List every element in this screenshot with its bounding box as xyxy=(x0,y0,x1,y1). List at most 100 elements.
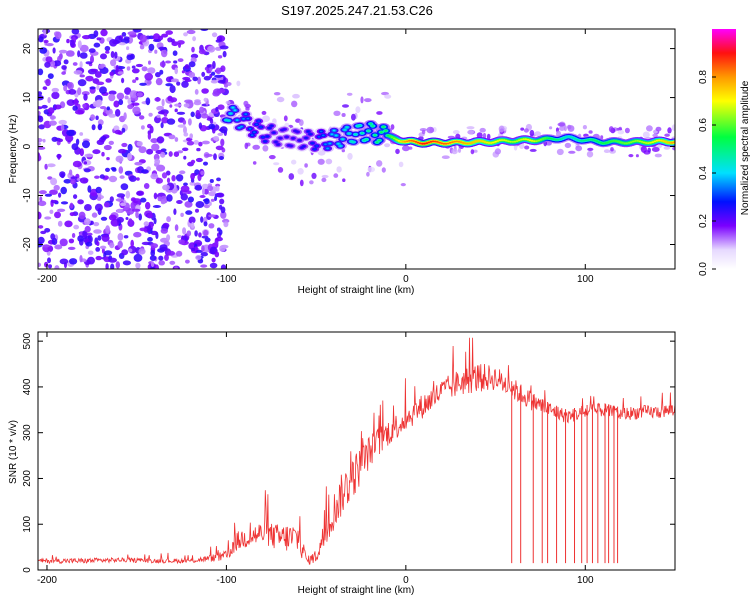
heatmap-noise-cell xyxy=(138,213,142,221)
heatmap-noise-cell xyxy=(136,177,140,181)
heatmap-scatter-cell xyxy=(291,159,297,165)
heatmap-ridge-cell xyxy=(289,145,293,147)
heatmap-scatter-cell xyxy=(317,158,325,165)
heatmap-ridge-cell xyxy=(377,139,381,142)
heatmap-ridge-cell xyxy=(261,136,265,139)
heatmap-ridge-cell xyxy=(298,139,301,142)
heatmap-ridge-cell xyxy=(461,142,465,144)
heatmap-noise-cell xyxy=(126,46,130,51)
heatmap-noise-cell xyxy=(51,87,59,93)
heatmap-noise-cell xyxy=(141,66,148,72)
heatmap-noise-cell xyxy=(101,234,110,242)
heatmap-noise-cell xyxy=(125,190,131,199)
heatmap-ridge-cell xyxy=(599,142,603,144)
heatmap-noise-cell xyxy=(169,260,176,265)
x-tick-label: -100 xyxy=(216,274,236,285)
heatmap-ridge-cell xyxy=(287,144,291,147)
heatmap-noise-cell xyxy=(177,58,184,62)
heatmap-ridge-cell xyxy=(526,138,530,141)
heatmap-ridge-cell xyxy=(248,127,252,130)
y-tick-label: 0 xyxy=(22,567,33,573)
heatmap-ridge-cell xyxy=(405,140,409,143)
heatmap-scatter-cell xyxy=(452,130,460,135)
heatmap-noise-cell xyxy=(70,178,76,185)
heatmap-noise-cell xyxy=(154,49,158,54)
snr-panel: -200 -100 0 100 0 100 200 300 400 500 Height of … xyxy=(8,331,676,596)
heatmap-noise-cell xyxy=(54,265,60,269)
heatmap-scatter-cell xyxy=(470,149,475,155)
heatmap-ridge-cell xyxy=(532,140,536,143)
heatmap-ridge-cell xyxy=(425,142,429,145)
heatmap-noise-cell xyxy=(161,49,168,58)
heatmap-noise-cell xyxy=(203,221,208,227)
heatmap-ridge-cell xyxy=(530,140,534,142)
heatmap-noise-cell xyxy=(132,106,141,115)
heatmap-ridge-cell xyxy=(362,139,366,142)
heatmap-scatter-cell xyxy=(568,150,576,154)
heatmap-noise-cell xyxy=(85,241,93,247)
heatmap-noise-cell xyxy=(106,157,110,161)
heatmap-ridge-cell xyxy=(229,112,233,115)
heatmap-noise-cell xyxy=(97,123,103,131)
heatmap-ridge-cell xyxy=(302,145,306,148)
heatmap-noise-cell xyxy=(38,138,43,143)
heatmap-ridge-cell xyxy=(317,135,321,138)
heatmap-scatter-cell xyxy=(642,131,650,139)
heatmap-scatter-cell xyxy=(618,126,622,131)
snr-x-axis: -200 -100 0 100 xyxy=(37,332,594,586)
heatmap-scatter-cell xyxy=(304,163,308,168)
heatmap-noise-cell xyxy=(195,255,202,261)
heatmap-noise-cell xyxy=(217,227,221,232)
heatmap-noise-cell xyxy=(136,141,143,147)
heatmap-noise-cell xyxy=(50,199,59,204)
heatmap-ridge-cell xyxy=(597,141,601,144)
heatmap-noise-cell xyxy=(209,262,218,269)
heatmap-noise-cell xyxy=(215,67,222,75)
heatmap-scatter-cell xyxy=(364,98,372,103)
heatmap-noise-cell xyxy=(136,92,143,97)
heatmap-noise-cell xyxy=(201,88,209,94)
heatmap-scatter-cell xyxy=(672,146,675,151)
heatmap-noise-cell xyxy=(190,159,196,164)
heatmap-noise-cell xyxy=(108,257,117,263)
heatmap-scatter-cell xyxy=(664,133,670,137)
heatmap-noise-cell xyxy=(40,230,47,235)
heatmap-ridge-cell xyxy=(231,106,235,109)
heatmap-noise-cell xyxy=(127,97,132,105)
heatmap-noise-cell xyxy=(95,186,102,194)
heatmap-ridge-cell xyxy=(427,141,431,144)
heatmap-ridge-cell xyxy=(528,139,532,142)
heatmap-ridge-cell xyxy=(410,139,413,142)
heatmap-noise-cell xyxy=(203,188,209,195)
heatmap-noise-cell xyxy=(198,122,203,129)
heatmap-scatter-cell xyxy=(466,126,475,130)
heatmap-ridge-cell xyxy=(614,140,618,143)
heatmap-ridge-cell xyxy=(511,141,515,143)
snr-dropouts xyxy=(511,381,619,564)
heatmap-noise-cell xyxy=(58,49,68,54)
heatmap-noise-cell xyxy=(94,71,102,78)
heatmap-scatter-cell xyxy=(583,133,589,137)
heatmap-ridge-cell xyxy=(330,133,334,136)
heatmap-noise-cell xyxy=(82,35,91,40)
heatmap-noise-cell xyxy=(214,195,218,201)
heatmap-ridge-cell xyxy=(321,134,325,137)
heatmap-scatter-cell xyxy=(646,125,653,132)
heatmap-noise-cell xyxy=(220,264,227,269)
heatmap-noise-cell xyxy=(169,104,173,108)
heatmap-ridge-cell xyxy=(588,138,592,141)
heatmap-noise-cell xyxy=(82,140,90,149)
heatmap-ridge-cell xyxy=(539,138,543,141)
heatmap-noise-cell xyxy=(83,168,91,173)
heatmap-ridge-cell xyxy=(601,142,605,145)
heatmap-noise-cell xyxy=(138,146,147,154)
heatmap-ridge-cell xyxy=(414,140,418,143)
heatmap-noise-cell xyxy=(65,134,74,143)
heatmap-noise-cell xyxy=(60,201,69,205)
colorbar-tick-label: 0.6 xyxy=(698,118,709,132)
heatmap-ridge-cell xyxy=(560,137,564,140)
heatmap-noise-cell xyxy=(174,266,178,269)
heatmap-noise-cell xyxy=(84,153,94,158)
heatmap-noise-cell xyxy=(197,76,202,85)
heatmap-noise-cell xyxy=(132,79,137,83)
